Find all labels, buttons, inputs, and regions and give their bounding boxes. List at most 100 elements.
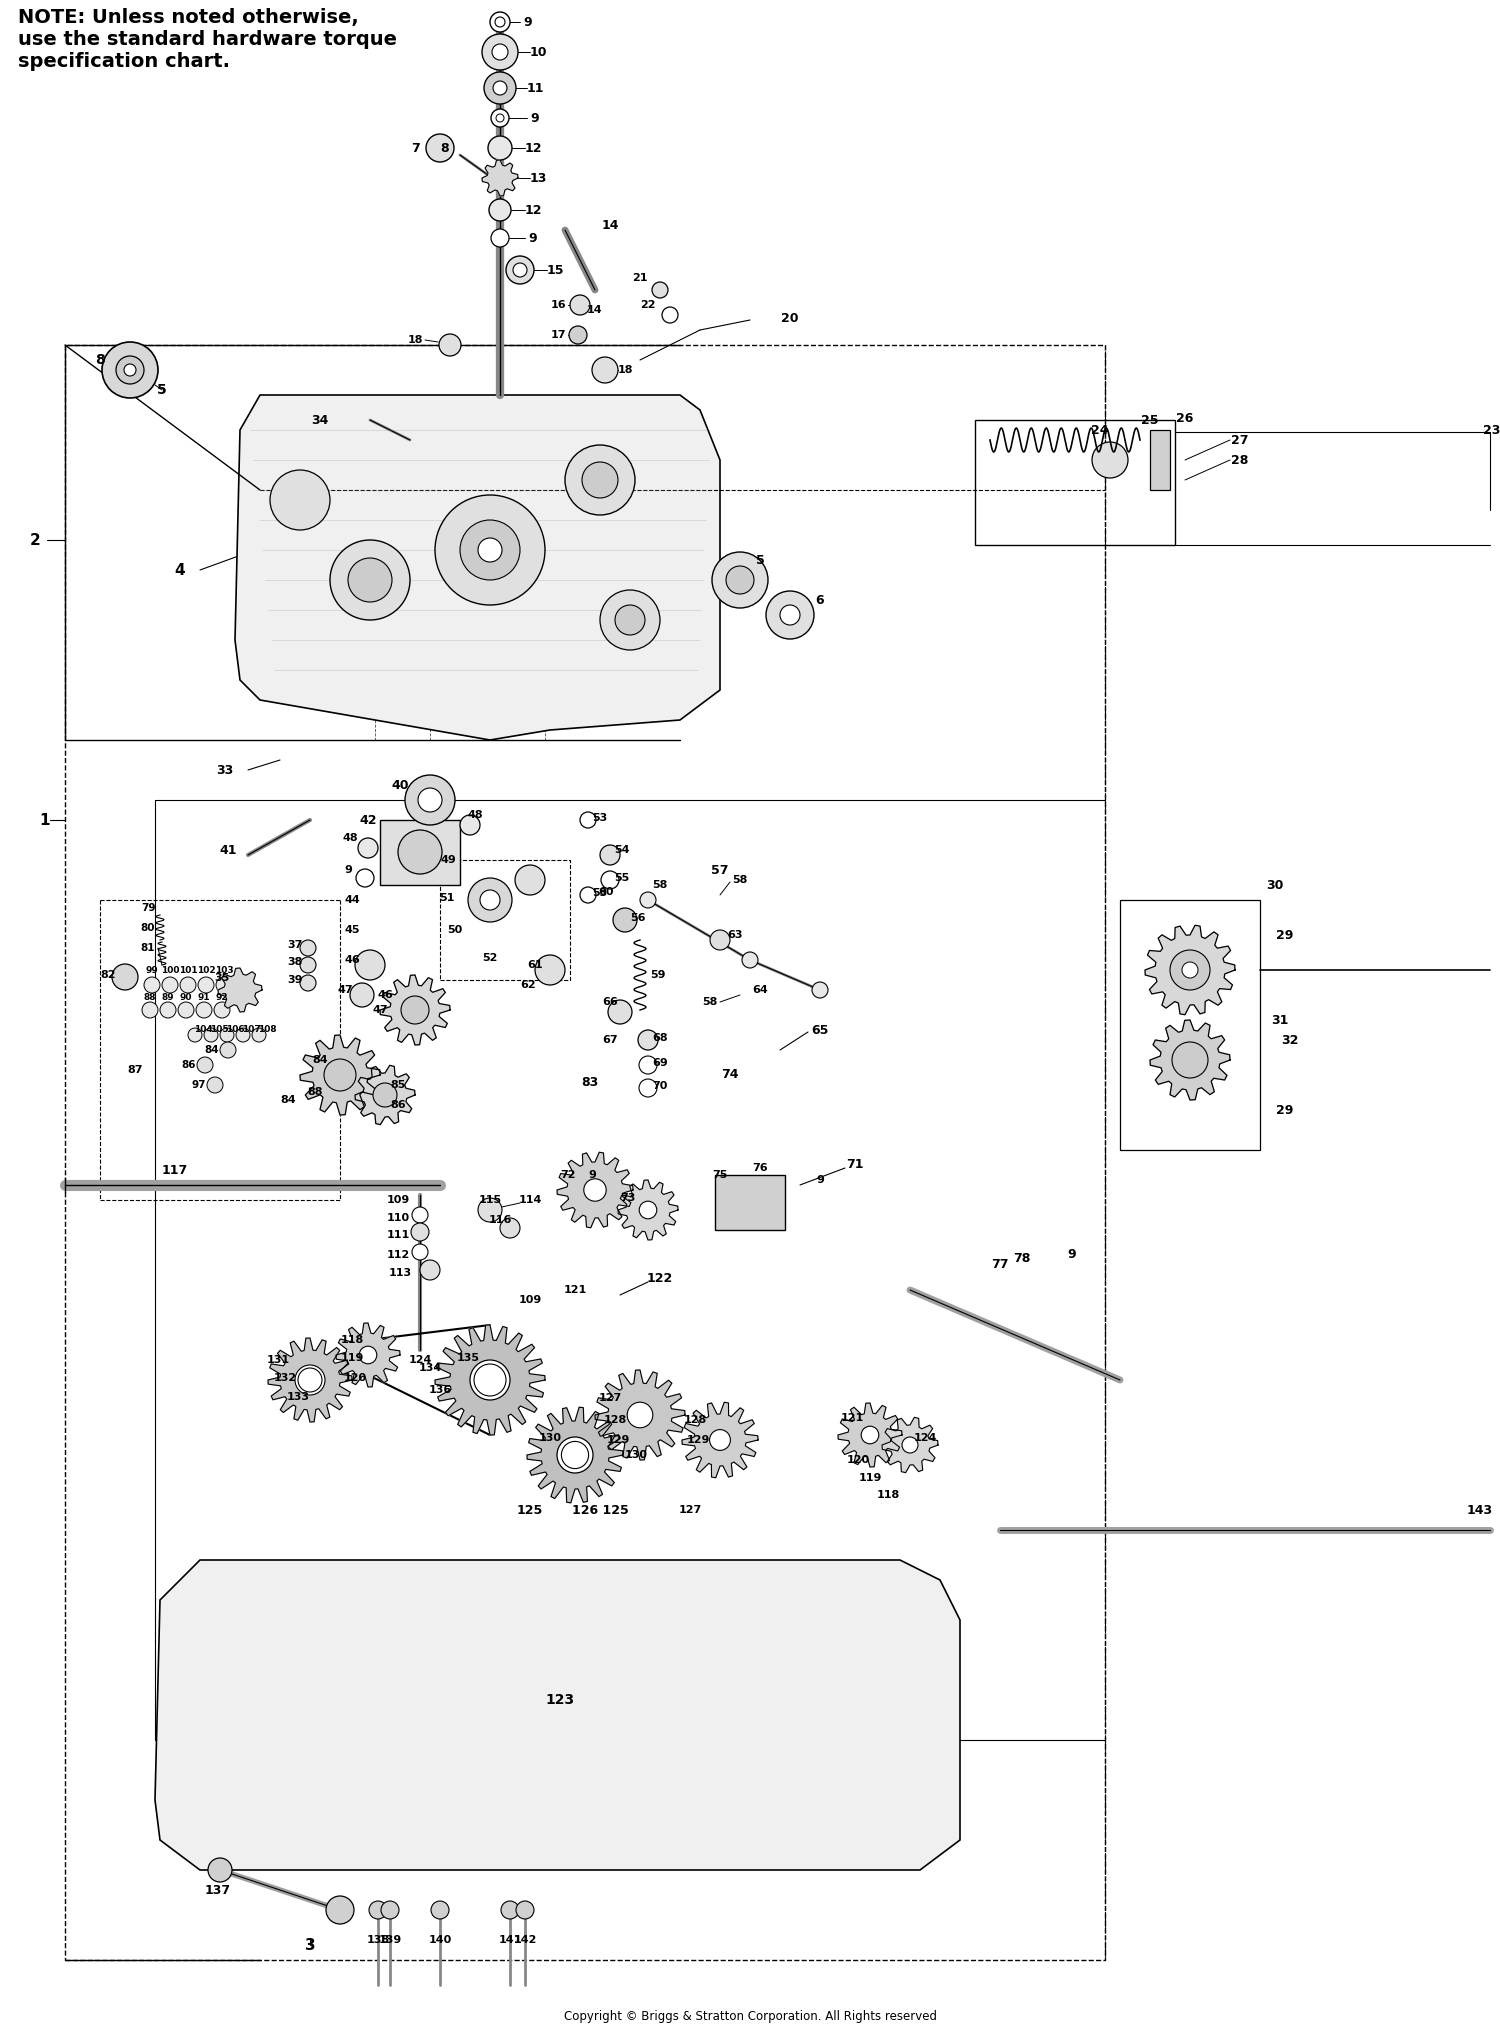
Text: 140: 140 (429, 1934, 451, 1944)
Text: 58: 58 (732, 875, 747, 886)
Text: 120: 120 (846, 1456, 870, 1466)
Text: 90: 90 (180, 992, 192, 1002)
Text: 82: 82 (100, 969, 116, 979)
Text: 132: 132 (273, 1372, 297, 1382)
Text: 91: 91 (198, 992, 210, 1002)
Text: 119: 119 (340, 1354, 363, 1362)
Text: 83: 83 (582, 1075, 598, 1089)
Text: 56: 56 (630, 912, 645, 922)
Circle shape (506, 257, 534, 283)
Text: 47: 47 (338, 985, 352, 996)
Text: 44: 44 (344, 896, 360, 904)
Text: 28: 28 (1232, 454, 1248, 466)
Text: 23: 23 (1482, 423, 1500, 436)
Polygon shape (556, 1152, 633, 1228)
Circle shape (144, 977, 160, 994)
Circle shape (742, 953, 758, 967)
Text: 124: 124 (408, 1356, 432, 1364)
Text: 67: 67 (602, 1034, 618, 1044)
Text: 121: 121 (564, 1285, 586, 1295)
Polygon shape (618, 1181, 678, 1240)
Circle shape (102, 342, 158, 397)
Circle shape (639, 1057, 657, 1075)
Text: 40: 40 (392, 778, 408, 792)
Text: 11: 11 (526, 81, 543, 94)
Text: 54: 54 (615, 845, 630, 855)
Circle shape (812, 981, 828, 998)
Circle shape (411, 1224, 429, 1242)
Text: 102: 102 (196, 965, 216, 975)
Text: 18: 18 (406, 336, 423, 344)
Circle shape (568, 326, 586, 344)
Text: 26: 26 (1176, 411, 1194, 423)
Circle shape (236, 1028, 250, 1042)
Text: 116: 116 (489, 1215, 512, 1226)
Text: 15: 15 (546, 263, 564, 277)
Circle shape (358, 839, 378, 857)
Circle shape (300, 975, 316, 992)
Circle shape (478, 538, 502, 562)
Polygon shape (526, 1407, 622, 1503)
Circle shape (356, 869, 374, 888)
Text: 129: 129 (687, 1435, 709, 1446)
Text: 112: 112 (387, 1250, 410, 1260)
Text: 53: 53 (592, 812, 608, 823)
Text: 27: 27 (1232, 434, 1248, 446)
Circle shape (482, 35, 518, 69)
Text: 118: 118 (340, 1336, 363, 1346)
Circle shape (413, 1244, 428, 1260)
Text: 139: 139 (378, 1934, 402, 1944)
Circle shape (369, 1902, 387, 1920)
Circle shape (556, 1437, 592, 1472)
Circle shape (1170, 951, 1210, 989)
Circle shape (426, 134, 454, 163)
Text: 13: 13 (530, 171, 546, 185)
Text: 78: 78 (1014, 1252, 1031, 1264)
Text: 133: 133 (286, 1393, 309, 1403)
Text: 136: 136 (429, 1384, 451, 1395)
Circle shape (460, 519, 520, 580)
Text: 46: 46 (376, 989, 393, 1000)
Text: 58: 58 (652, 880, 668, 890)
Text: 118: 118 (876, 1490, 900, 1501)
Circle shape (348, 558, 392, 603)
Circle shape (196, 1057, 213, 1073)
Text: 63: 63 (728, 930, 742, 941)
Circle shape (614, 908, 638, 932)
Circle shape (381, 1902, 399, 1920)
Circle shape (419, 788, 442, 812)
Bar (64, 344, 1106, 1961)
Text: 31: 31 (1272, 1014, 1288, 1026)
Circle shape (326, 1896, 354, 1924)
Bar (1150, 430, 1170, 491)
Text: 9: 9 (344, 865, 352, 875)
Text: 6: 6 (816, 595, 825, 607)
Circle shape (514, 865, 544, 896)
Text: 30: 30 (1266, 878, 1284, 892)
Circle shape (638, 1030, 658, 1051)
Text: 64: 64 (752, 985, 768, 996)
Text: 88: 88 (308, 1087, 322, 1097)
Text: 29: 29 (1276, 1104, 1293, 1116)
Text: 33: 33 (216, 764, 234, 776)
Circle shape (198, 977, 214, 994)
Circle shape (420, 1260, 440, 1281)
Text: 14: 14 (586, 305, 603, 316)
Text: 61: 61 (526, 961, 543, 969)
Text: 25: 25 (1142, 413, 1158, 426)
Text: 119: 119 (858, 1472, 882, 1482)
Circle shape (710, 1429, 730, 1450)
Text: NOTE: Unless noted otherwise,
use the standard hardware torque
specification cha: NOTE: Unless noted otherwise, use the st… (18, 8, 398, 71)
Circle shape (474, 1364, 506, 1397)
Text: 109: 109 (519, 1295, 542, 1305)
Polygon shape (596, 1370, 686, 1460)
Text: 9: 9 (1068, 1248, 1077, 1262)
Text: 124: 124 (914, 1433, 936, 1444)
Circle shape (580, 888, 596, 904)
Circle shape (662, 307, 678, 324)
Text: 12: 12 (525, 204, 542, 216)
Polygon shape (882, 1417, 938, 1472)
Text: 129: 129 (606, 1435, 630, 1446)
Circle shape (204, 1028, 218, 1042)
Circle shape (639, 1079, 657, 1097)
